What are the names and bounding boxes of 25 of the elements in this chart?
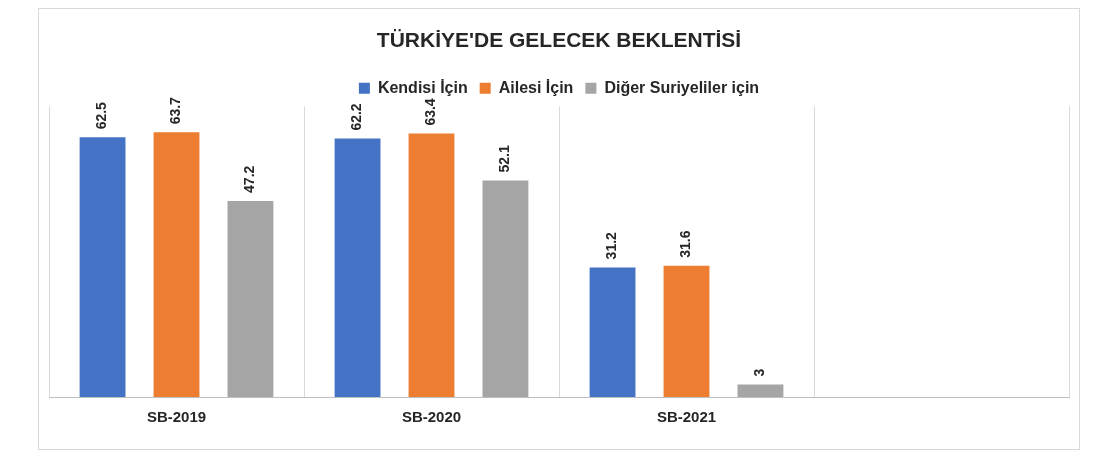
data-label: 63.4 xyxy=(422,98,439,126)
x-tick-label: SB-2021 xyxy=(656,408,717,426)
legend-label: Ailesi İçin xyxy=(498,78,574,96)
legend-label: Kendisi İçin xyxy=(377,78,468,96)
bar xyxy=(153,132,200,397)
legend-label: Diğer Suriyeliler için xyxy=(604,78,760,96)
x-tick-label: SB-2020 xyxy=(401,408,462,426)
data-label: 31.6 xyxy=(677,230,694,258)
data-label: 62.5 xyxy=(93,101,110,130)
data-label: 63.7 xyxy=(167,96,184,125)
data-label: 3 xyxy=(751,368,768,377)
bar xyxy=(737,384,784,397)
bar xyxy=(408,133,455,397)
bar xyxy=(227,200,274,397)
data-label: 62.2 xyxy=(348,103,365,131)
bar xyxy=(589,267,636,397)
data-label: 31.2 xyxy=(603,231,620,260)
bar xyxy=(482,180,529,397)
x-tick-label: SB-2019 xyxy=(146,408,207,426)
bar xyxy=(334,138,381,397)
bar xyxy=(79,137,126,397)
data-label: 52.1 xyxy=(496,145,513,173)
bar xyxy=(663,265,710,397)
chart-title: TÜRKİYE'DE GELECEK BEKLENTİSİ xyxy=(376,28,742,52)
data-label: 47.2 xyxy=(241,165,258,193)
